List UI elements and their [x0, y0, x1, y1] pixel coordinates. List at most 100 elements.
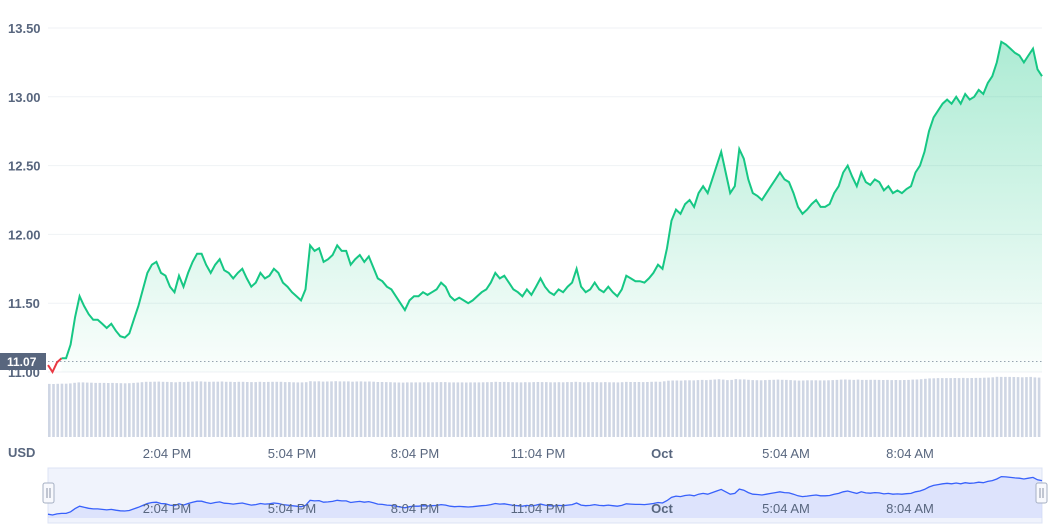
- volume-bar: [545, 382, 548, 437]
- volume-bar: [852, 379, 856, 437]
- volume-bar: [481, 382, 485, 437]
- reference-price-label: 11.07: [7, 355, 37, 369]
- volume-bar: [764, 380, 767, 437]
- volume-bar: [515, 382, 519, 437]
- volume-bar: [288, 382, 291, 437]
- y-tick-label: 11.50: [8, 296, 40, 311]
- volume-bar: [384, 382, 388, 437]
- volume-bar: [654, 381, 658, 437]
- volume-bar: [212, 381, 215, 437]
- volume-bar: [208, 381, 211, 437]
- navigator[interactable]: 2:04 PM 5:04 PM 8:04 PM 11:04 PM Oct 5:04 AM 8…: [42, 467, 1048, 524]
- volume-bar: [224, 381, 228, 437]
- volume-bar: [85, 382, 89, 437]
- volume-bar: [1033, 377, 1037, 437]
- volume-bar: [443, 382, 447, 437]
- volume-bar: [77, 382, 81, 437]
- volume-bar: [102, 382, 106, 437]
- volume-bar: [557, 382, 561, 437]
- volume-bar: [473, 382, 477, 437]
- volume-bar: [119, 383, 123, 437]
- volume-bar: [178, 381, 182, 437]
- currency-label: USD: [8, 445, 35, 460]
- volume-bar: [90, 382, 93, 437]
- volume-bar: [713, 379, 717, 437]
- volume-bar: [271, 381, 274, 438]
- navigator-right-handle[interactable]: [1035, 482, 1048, 504]
- volume-bar: [641, 382, 645, 437]
- volume-bar: [338, 381, 342, 437]
- volume-bar: [334, 381, 338, 437]
- volume-bar: [275, 381, 279, 437]
- volume-bar: [498, 382, 502, 437]
- volume-bar: [599, 382, 603, 437]
- volume-bar: [73, 382, 76, 437]
- volume-bar: [877, 379, 881, 437]
- volume-bar: [106, 383, 110, 437]
- volume-bar: [671, 380, 674, 437]
- navigator-ticks: 2:04 PM 5:04 PM 8:04 PM 11:04 PM Oct 5:04 AM 8…: [143, 501, 934, 516]
- volume-bar: [776, 379, 780, 437]
- volume-bar: [999, 376, 1003, 437]
- volume-bar: [220, 381, 224, 437]
- volume-bar: [64, 383, 68, 437]
- navigator-tick-label: 2:04 PM: [143, 501, 191, 516]
- volume-bar: [363, 381, 367, 437]
- volume-bar: [688, 380, 691, 438]
- volume-bar: [191, 381, 194, 437]
- volume-bar: [949, 378, 952, 437]
- volume-bar: [940, 378, 944, 437]
- volume-bar: [755, 380, 759, 437]
- volume-bar: [494, 381, 498, 437]
- volume-bar: [48, 383, 51, 437]
- volume-bar: [692, 380, 696, 437]
- volume-bar: [574, 381, 578, 438]
- volume-bar: [822, 380, 826, 437]
- volume-bar: [561, 382, 565, 437]
- volume-bar: [721, 379, 725, 437]
- volume-bar: [111, 382, 114, 437]
- volume-bar: [452, 382, 455, 437]
- price-line-up: [61, 40, 1043, 360]
- volume-bar: [165, 381, 169, 437]
- volume-bar: [726, 380, 729, 437]
- volume-bar: [149, 381, 152, 437]
- volume-bar: [679, 380, 683, 437]
- volume-bar: [393, 382, 396, 437]
- volume-bar: [507, 382, 510, 437]
- volume-bar: [616, 382, 620, 437]
- volume-bar: [115, 383, 118, 437]
- volume-bar: [595, 382, 599, 437]
- volume-bar: [540, 382, 544, 437]
- volume-bar: [772, 379, 776, 437]
- volume-bar: [865, 379, 868, 437]
- volume-bar: [637, 382, 641, 437]
- volume-bar: [961, 377, 965, 437]
- volume-bar: [974, 377, 978, 437]
- volume-bar: [570, 382, 573, 437]
- volume-bar: [759, 380, 763, 438]
- volume-bar: [797, 380, 801, 437]
- navigator-tick-label: Oct: [651, 501, 673, 516]
- volume-bar: [646, 382, 649, 437]
- volume-bar: [928, 378, 931, 437]
- volume-bar: [945, 378, 948, 437]
- volume-bar: [742, 379, 746, 437]
- volume-bar: [342, 381, 346, 437]
- navigator-tick-label: 8:04 PM: [391, 501, 439, 516]
- volume-bar: [995, 376, 999, 437]
- volume-bars: [48, 376, 1041, 438]
- volume-bar: [401, 382, 405, 437]
- volume-bar: [153, 381, 156, 437]
- price-area: [61, 41, 1043, 373]
- volume-bar: [696, 380, 700, 437]
- volume-bar: [566, 382, 569, 437]
- volume-bar: [582, 382, 586, 437]
- volume-bar: [325, 381, 329, 437]
- volume-bar: [448, 382, 451, 437]
- volume-bar: [245, 382, 249, 437]
- navigator-left-handle[interactable]: [42, 482, 55, 504]
- volume-bar: [591, 382, 594, 437]
- volume-bar: [768, 379, 771, 437]
- x-tick-label: 5:04 AM: [762, 446, 810, 461]
